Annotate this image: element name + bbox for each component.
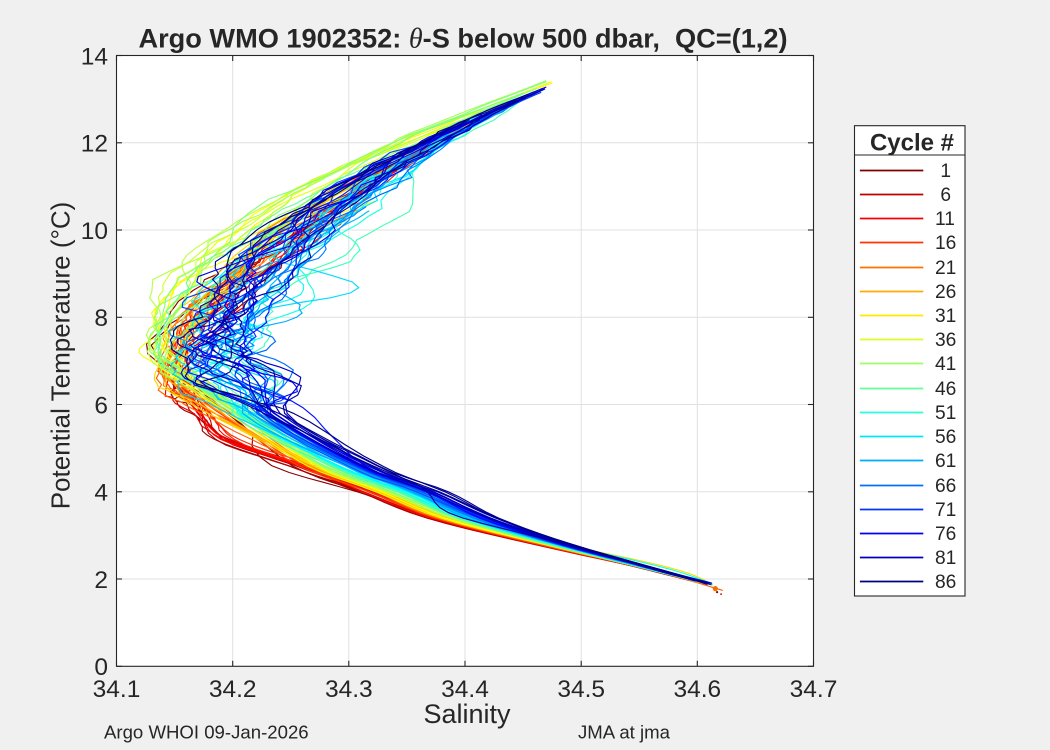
svg-text:66: 66 [935, 476, 956, 497]
svg-text:34.5: 34.5 [557, 676, 605, 703]
svg-text:34.3: 34.3 [325, 676, 373, 703]
svg-text:4: 4 [94, 480, 108, 507]
svg-text:14: 14 [81, 43, 108, 70]
svg-text:76: 76 [935, 524, 956, 545]
svg-text:51: 51 [935, 403, 956, 424]
svg-text:26: 26 [935, 282, 956, 303]
svg-text:81: 81 [935, 548, 956, 569]
svg-text:34.4: 34.4 [441, 676, 489, 703]
svg-text:34.6: 34.6 [673, 676, 721, 703]
svg-text:6: 6 [94, 392, 108, 419]
svg-text:10: 10 [81, 218, 108, 245]
svg-text:Argo WMO 1902352: θ-S below 50: Argo WMO 1902352: θ-S below 500 dbar, QC… [138, 23, 787, 55]
svg-text:46: 46 [935, 379, 956, 400]
svg-text:11: 11 [935, 209, 955, 230]
svg-text:6: 6 [935, 185, 951, 206]
svg-text:41: 41 [935, 354, 956, 375]
svg-text:21: 21 [935, 258, 956, 279]
svg-text:2: 2 [94, 567, 108, 594]
svg-text:Potential Temperature (°C): Potential Temperature (°C) [46, 202, 76, 510]
svg-text:1: 1 [935, 161, 951, 182]
svg-text:36: 36 [935, 330, 956, 351]
svg-text:8: 8 [94, 305, 108, 332]
svg-text:0: 0 [94, 654, 108, 681]
svg-text:56: 56 [935, 427, 956, 448]
svg-text:16: 16 [935, 233, 956, 254]
svg-text:71: 71 [935, 500, 956, 521]
svg-text:34.7: 34.7 [790, 676, 838, 703]
svg-text:Argo WHOI 09-Jan-2026: Argo WHOI 09-Jan-2026 [104, 722, 309, 743]
svg-text:Cycle #: Cycle # [870, 130, 954, 157]
svg-text:86: 86 [935, 572, 956, 593]
svg-text:Salinity: Salinity [423, 699, 511, 729]
svg-text:12: 12 [81, 131, 108, 158]
svg-text:61: 61 [935, 451, 956, 472]
svg-text:34.2: 34.2 [209, 676, 257, 703]
svg-text:34.1: 34.1 [93, 676, 141, 703]
svg-text:JMA at jma: JMA at jma [578, 722, 671, 743]
svg-text:31: 31 [935, 306, 956, 327]
